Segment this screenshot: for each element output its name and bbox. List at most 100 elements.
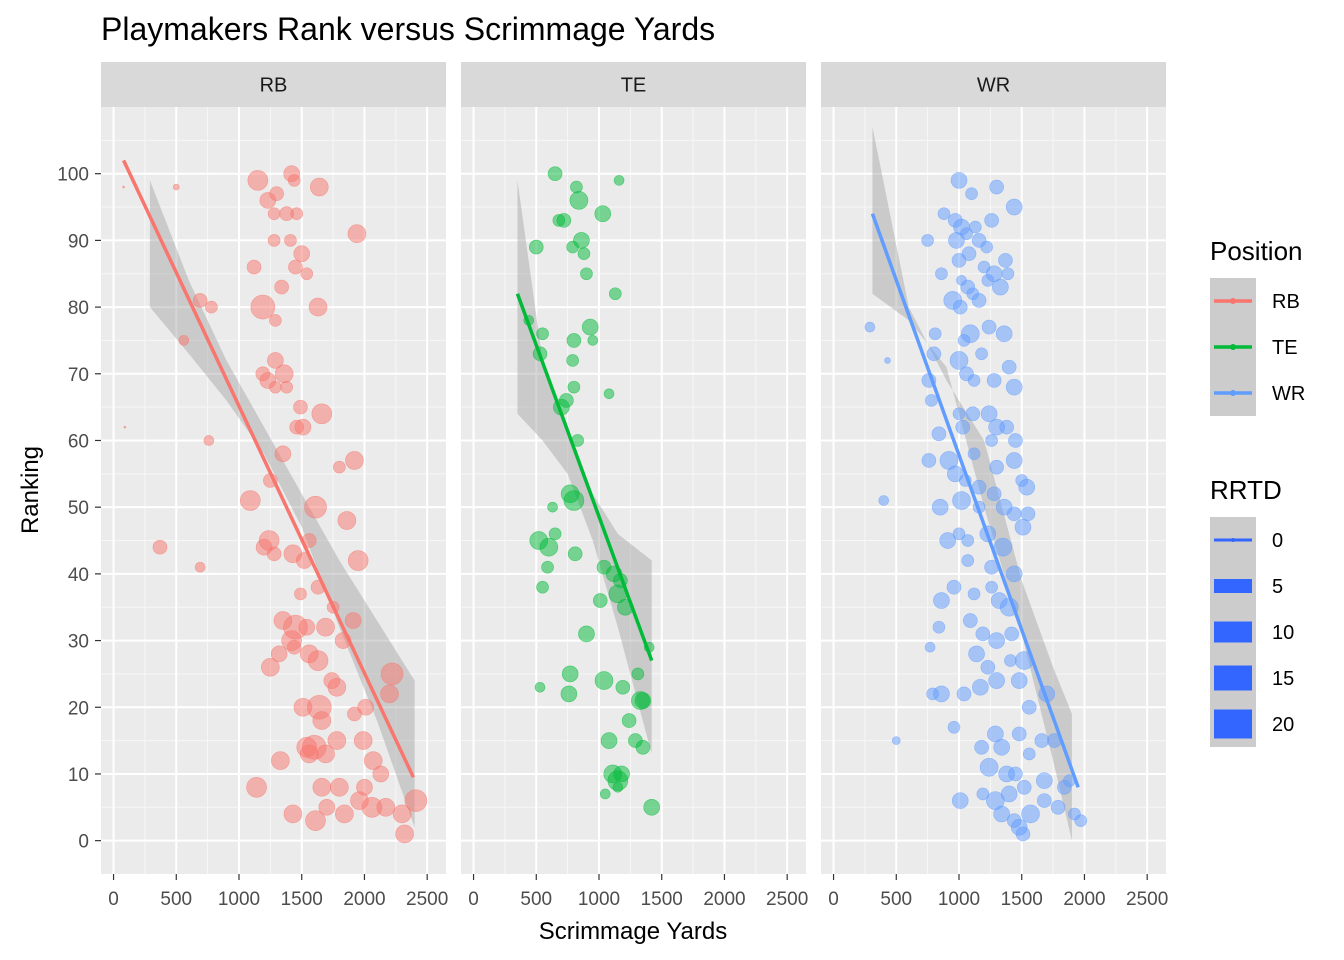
data-point [267,352,284,369]
data-point [563,490,585,511]
data-point [951,253,967,268]
data-point [1074,814,1087,827]
data-point [1016,779,1032,795]
data-point [395,824,414,844]
data-point [347,550,369,571]
data-point [289,419,305,435]
data-point [634,692,652,709]
data-point [946,579,962,595]
data-point [363,751,383,770]
data-point [345,451,364,470]
facet-strip [101,62,446,107]
data-point [1011,726,1027,742]
data-point [993,537,1013,557]
data-point [952,491,971,510]
x-tick-label: 0 [828,889,839,910]
data-point [327,677,347,697]
data-point [293,697,313,717]
data-point [122,185,125,189]
data-point [621,713,637,728]
data-point [979,757,999,777]
data-point [293,399,308,415]
data-point [299,644,319,664]
legend-size-point [1231,538,1235,542]
data-point [559,393,574,408]
x-tick-label: 500 [160,889,192,910]
y-tick-label: 20 [68,698,89,719]
regression-line [870,213,1080,788]
data-point [539,537,559,557]
data-point [921,234,934,247]
data-point [548,527,562,541]
x-tick-label: 1500 [641,889,683,910]
data-point [1008,433,1023,448]
data-point [311,403,333,425]
data-point [992,278,1009,296]
data-point [980,405,998,423]
data-point [967,447,981,461]
x-tick-label: 2500 [1126,889,1168,910]
data-point [891,736,901,745]
data-point [581,318,599,336]
data-point [643,799,660,816]
data-point [194,561,206,573]
data-point [269,380,282,394]
facet-strip [461,62,806,107]
data-point [926,346,942,362]
data-point [293,245,311,263]
data-point [635,739,651,755]
x-tick-label: 2000 [703,889,745,910]
data-point [981,319,997,335]
data-point [203,435,215,446]
data-point [266,546,282,562]
data-point [335,804,354,824]
data-point [612,781,624,793]
data-point [152,539,168,555]
data-point [592,593,608,608]
regression-line [515,293,654,662]
data-point [267,207,281,221]
data-point [952,407,966,421]
data-point [988,418,1005,436]
chart-title: Playmakers Rank versus Scrimmage Yards [101,11,715,47]
data-point [536,327,549,341]
data-point [976,787,990,801]
facet-strip-label: WR [977,75,1010,97]
x-tick-label: 2000 [343,889,385,910]
data-point [356,778,373,796]
x-tick-label: 1000 [938,889,980,910]
data-point [967,587,981,601]
data-point [284,234,297,247]
data-point [975,626,991,642]
data-point [961,534,975,547]
legend-size-label: 20 [1272,714,1294,736]
y-axis-title: Ranking [17,446,44,534]
confidence-band [149,180,415,828]
legend-size-point [1222,621,1244,643]
data-point [560,685,578,703]
data-point [404,789,428,812]
data-point [951,792,969,809]
data-point [287,174,301,187]
panel-background [461,107,806,874]
data-point [1006,506,1022,522]
data-point [967,374,981,387]
data-point [556,213,572,228]
data-point [931,426,947,442]
x-tick-label: 1000 [578,889,620,910]
facet-strip [821,62,1166,107]
facet-panel-rb: RB 0 500 1000 1500 2000 2500 [101,62,448,910]
legend-size-point [1220,665,1246,691]
data-point [1050,800,1066,815]
data-point [578,625,595,643]
data-point [318,799,336,816]
data-point [956,686,972,702]
data-point [921,453,937,468]
data-point [312,777,332,797]
y-tick-label: 30 [68,632,89,653]
data-point [950,172,968,189]
legend-size-label: 15 [1272,668,1294,690]
data-point [309,177,329,197]
data-point [172,183,180,191]
y-tick-label: 10 [68,765,89,786]
